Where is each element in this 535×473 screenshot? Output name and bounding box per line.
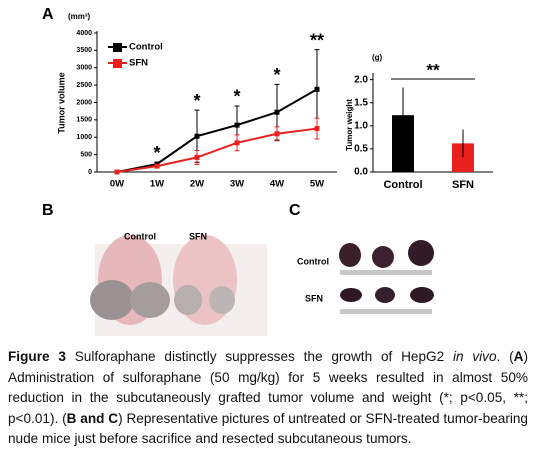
data-point [274, 109, 280, 115]
y-tick-label: 1000 [76, 134, 92, 141]
bar [452, 143, 474, 172]
data-point [314, 126, 320, 132]
y-tick-label: 2500 [76, 82, 92, 89]
panel-label: C [289, 202, 301, 219]
data-point [314, 86, 320, 92]
x-tick-label: SFN [452, 179, 474, 191]
caption-text: A [513, 349, 524, 364]
data-line [116, 127, 318, 173]
y-tick-label: 0 [88, 169, 92, 176]
photo-label: Control [297, 256, 329, 266]
caption-text: ) Representative pictures of untreated o… [8, 410, 528, 447]
data-point [274, 131, 280, 137]
y-axis-label: Tumor volume [56, 72, 66, 133]
figure-caption: Figure 3 Sulforaphane distinctly suppres… [8, 347, 528, 471]
data-line [116, 88, 318, 173]
caption-text: Sulforaphane distinctly suppresses the g… [65, 349, 453, 364]
y-tick-label: 2000 [76, 99, 92, 106]
data-point [194, 154, 200, 160]
caption-text: Figure 3 [8, 349, 66, 364]
photo-label: SFN [305, 293, 323, 303]
y-tick-label: 4000 [76, 30, 92, 37]
significance-mark: * [273, 65, 280, 85]
photo-label: Control [124, 231, 156, 241]
y-tick-label: 1.0 [354, 120, 368, 131]
panel-label: B [42, 202, 54, 219]
legend-label: Control [129, 42, 163, 53]
significance-mark: ** [426, 60, 440, 79]
x-tick-label: 1W [150, 179, 164, 190]
y-tick-label: 1500 [76, 117, 92, 124]
panel-label: A [42, 6, 54, 23]
legend-label: SFN [129, 58, 148, 69]
data-point [234, 122, 240, 128]
y-axis-label: Tumor weight [345, 99, 354, 151]
x-tick-label: 3W [230, 179, 244, 190]
caption-text: in vivo [452, 349, 497, 364]
y-tick-label: 0.5 [354, 144, 368, 155]
tumor-photo [339, 240, 434, 314]
y-tick-label: 0.0 [354, 167, 368, 178]
mouse-photo [90, 235, 267, 336]
y-tick-label: 1.5 [354, 97, 368, 108]
figure: A B C Control SFN Control SFN 0 500 1000 15… [42, 6, 493, 336]
y-tick-label: 500 [80, 151, 92, 158]
data-point [114, 169, 120, 175]
caption-text: ) Administration of sulforaphane (50 mg/… [8, 349, 528, 426]
data-point [154, 163, 160, 169]
data-point [194, 133, 200, 139]
caption-text: . ( [496, 349, 514, 364]
significance-mark: ** [310, 30, 324, 50]
y-tick-label: 3500 [76, 47, 92, 54]
data-point [234, 140, 240, 146]
x-tick-label: Control [383, 179, 422, 191]
significance-mark: * [153, 143, 160, 163]
x-tick-label: 4W [270, 179, 284, 190]
caption-text: B and C [66, 410, 119, 426]
y-axis-unit: (g) [372, 53, 383, 62]
y-axis-unit: (mm³) [68, 12, 91, 21]
x-tick-label: 2W [190, 179, 204, 190]
y-tick-label: 2.0 [354, 74, 368, 85]
bar [392, 115, 414, 172]
y-tick-label: 3000 [76, 65, 92, 72]
x-tick-label: 0W [110, 179, 124, 190]
x-tick-label: 5W [310, 179, 324, 190]
significance-mark: * [233, 87, 240, 107]
significance-mark: * [193, 91, 200, 111]
photo-label: SFN [189, 231, 207, 241]
